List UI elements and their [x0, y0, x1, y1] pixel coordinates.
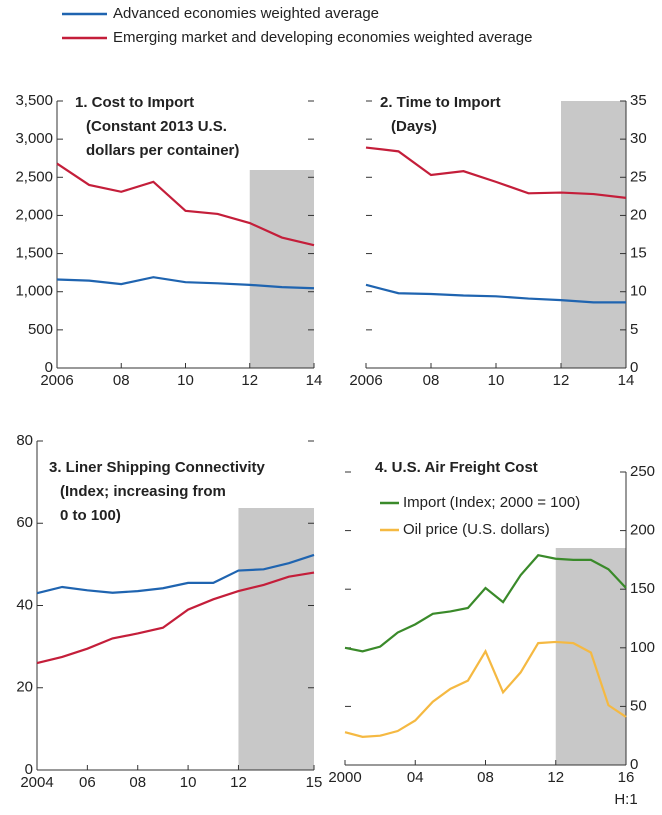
y-tick-label: 0 — [630, 359, 638, 376]
y-tick-label: 500 — [28, 321, 53, 338]
panel-subtitle: dollars per container) — [86, 142, 239, 159]
y-tick-label: 60 — [16, 514, 33, 531]
y-tick-label: 50 — [630, 697, 647, 714]
y-tick-label: 100 — [630, 639, 655, 656]
shaded-region — [249, 170, 314, 368]
y-tick-label: 30 — [630, 130, 647, 147]
y-tick-label: 2,000 — [15, 206, 53, 223]
y-tick-label: 40 — [16, 596, 33, 613]
y-tick-label: 1,000 — [15, 283, 53, 300]
y-tick-label: 10 — [630, 283, 647, 300]
data-line — [365, 146, 627, 199]
x-tick-label: 08 — [477, 769, 494, 786]
x-tick-label: 10 — [180, 774, 197, 791]
x-tick-label: 12 — [241, 372, 258, 389]
data-line — [344, 640, 627, 738]
y-tick-label: 200 — [630, 522, 655, 539]
legend-label: Oil price (U.S. dollars) — [403, 521, 550, 538]
x-tick-label: 14 — [306, 372, 323, 389]
legend-label: Advanced economies weighted average — [113, 5, 379, 22]
x-tick-label: 12 — [553, 372, 570, 389]
y-tick-label: 20 — [16, 679, 33, 696]
shaded-region — [561, 101, 626, 368]
data-line — [344, 554, 627, 653]
panel-subtitle: (Days) — [391, 118, 437, 135]
x-tick-label: 08 — [129, 774, 146, 791]
x-tick-label: 2004 — [20, 774, 53, 791]
x-tick-label: 04 — [407, 769, 424, 786]
x-tick-label: 10 — [177, 372, 194, 389]
x-tick-label: 2006 — [349, 372, 382, 389]
panel-title: 4. U.S. Air Freight Cost — [375, 459, 538, 476]
y-tick-label: 250 — [630, 463, 655, 480]
shaded-region — [238, 508, 314, 770]
y-tick-label: 1,500 — [15, 245, 53, 262]
data-line — [36, 571, 315, 665]
y-tick-label: 35 — [630, 92, 647, 109]
shaded-region — [555, 548, 626, 765]
y-tick-label: 25 — [630, 168, 647, 185]
y-tick-label: 0 — [630, 756, 638, 773]
y-tick-label: 0 — [45, 359, 53, 376]
y-tick-label: 3,000 — [15, 130, 53, 147]
y-tick-label: 3,500 — [15, 92, 53, 109]
panel-subtitle: (Constant 2013 U.S. — [86, 118, 227, 135]
x-tick-label: 06 — [79, 774, 96, 791]
panel-title: 2. Time to Import — [380, 94, 501, 111]
x-note: H:1 — [614, 791, 637, 808]
panel-subtitle: 0 to 100) — [60, 507, 121, 524]
y-tick-label: 150 — [630, 580, 655, 597]
y-tick-label: 0 — [25, 761, 33, 778]
data-line — [56, 162, 315, 247]
panel-title: 1. Cost to Import — [75, 94, 194, 111]
data-line — [56, 276, 315, 290]
legend-label: Emerging market and developing economies… — [113, 29, 532, 46]
y-tick-label: 20 — [630, 206, 647, 223]
data-line — [36, 553, 315, 595]
x-tick-label: 2006 — [40, 372, 73, 389]
x-tick-label: 12 — [547, 769, 564, 786]
data-line — [365, 283, 626, 304]
y-tick-label: 80 — [16, 432, 33, 449]
x-tick-label: 16 — [618, 769, 635, 786]
x-tick-label: 2000 — [328, 769, 361, 786]
x-tick-label: 12 — [230, 774, 247, 791]
y-tick-label: 2,500 — [15, 168, 53, 185]
x-tick-label: 08 — [423, 372, 440, 389]
panel-title: 3. Liner Shipping Connectivity — [49, 459, 266, 476]
legend-label: Import (Index; 2000 = 100) — [403, 494, 580, 511]
y-tick-label: 5 — [630, 321, 638, 338]
x-tick-label: 15 — [306, 774, 323, 791]
x-tick-label: 10 — [488, 372, 505, 389]
x-tick-label: 14 — [618, 372, 635, 389]
panel-subtitle: (Index; increasing from — [60, 483, 226, 500]
y-tick-label: 15 — [630, 245, 647, 262]
x-tick-label: 08 — [113, 372, 130, 389]
